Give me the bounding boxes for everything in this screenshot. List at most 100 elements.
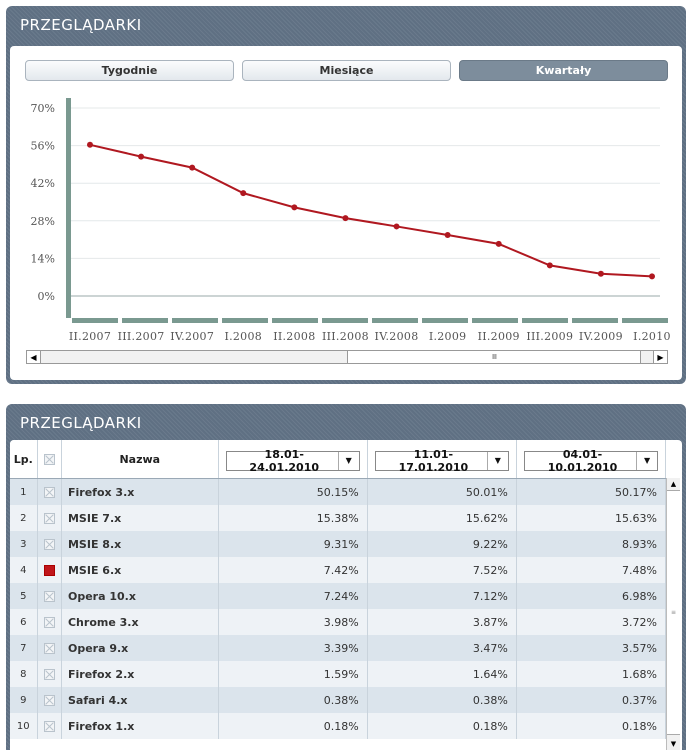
- row-select-cell[interactable]: [37, 557, 62, 583]
- share-period-1: 3.98%: [218, 609, 368, 635]
- period-dropdown-3-value: 04.01-10.01.2010: [547, 447, 618, 474]
- x-tick-label: III.2009: [526, 330, 573, 343]
- column-header-period-2[interactable]: 11.01-17.01.2010 ▼: [367, 440, 517, 479]
- unchecked-checkbox-icon[interactable]: [43, 487, 55, 498]
- x-tick-label: II.2007: [69, 330, 111, 343]
- unchecked-checkbox-icon[interactable]: [43, 643, 55, 654]
- unchecked-checkbox-icon[interactable]: [43, 591, 55, 602]
- row-select-cell[interactable]: [37, 531, 62, 557]
- share-period-3: 15.63%: [516, 505, 667, 531]
- y-tick-label: 56%: [31, 140, 55, 153]
- unchecked-checkbox-icon[interactable]: [43, 617, 55, 628]
- share-period-3: 0.37%: [516, 687, 667, 713]
- tab-miesiace[interactable]: Miesiące: [242, 60, 451, 81]
- x-tick-label: III.2007: [118, 330, 165, 343]
- unchecked-checkbox-icon[interactable]: [43, 513, 55, 524]
- row-number: 7: [10, 635, 38, 661]
- chevron-down-icon[interactable]: ▼: [636, 451, 657, 470]
- share-period-1: 7.42%: [218, 557, 368, 583]
- table-row[interactable]: 8 Firefox 2.x 1.59% 1.64% 1.68%: [10, 661, 667, 687]
- unchecked-checkbox-icon[interactable]: [43, 539, 55, 550]
- chart-horizontal-scrollbar[interactable]: ◀ IIII ▶: [26, 350, 668, 364]
- row-select-cell[interactable]: [37, 713, 62, 739]
- unchecked-checkbox-icon[interactable]: [43, 721, 55, 732]
- x-axis-segment: [122, 318, 168, 323]
- period-dropdown-2[interactable]: 11.01-17.01.2010 ▼: [374, 448, 509, 474]
- select-all-checkbox-icon[interactable]: [43, 454, 55, 465]
- browser-name: Opera 9.x: [61, 635, 219, 661]
- data-point: [444, 232, 451, 239]
- table-row[interactable]: 2 MSIE 7.x 15.38% 15.62% 15.63%: [10, 505, 667, 531]
- x-axis-segment: [72, 318, 118, 323]
- unchecked-checkbox-icon[interactable]: [43, 669, 55, 680]
- share-period-2: 0.38%: [367, 687, 517, 713]
- row-select-cell[interactable]: [37, 478, 62, 505]
- table-row[interactable]: 6 Chrome 3.x 3.98% 3.87% 3.72%: [10, 609, 667, 635]
- scroll-left-icon[interactable]: ◀: [27, 351, 41, 363]
- share-period-2: 9.22%: [367, 531, 517, 557]
- period-dropdown-1-value: 18.01-24.01.2010: [249, 447, 320, 474]
- table-row[interactable]: 1 Firefox 3.x 50.15% 50.01% 50.17%: [10, 478, 667, 505]
- row-select-cell[interactable]: [37, 505, 62, 531]
- tab-kwartaly[interactable]: Kwartały: [459, 60, 668, 81]
- row-select-cell[interactable]: [37, 583, 62, 609]
- row-select-cell[interactable]: [37, 635, 62, 661]
- share-period-2: 0.18%: [367, 713, 517, 739]
- table-row[interactable]: 3 MSIE 8.x 9.31% 9.22% 8.93%: [10, 531, 667, 557]
- table-vertical-scrollbar[interactable]: ▲ ≡ ▼: [666, 478, 680, 750]
- period-dropdown-3[interactable]: 04.01-10.01.2010 ▼: [523, 447, 658, 474]
- table-row[interactable]: 5 Opera 10.x 7.24% 7.12% 6.98%: [10, 583, 667, 609]
- column-header-lp[interactable]: Lp.: [10, 440, 38, 479]
- x-tick-label: IV.2007: [170, 330, 214, 343]
- table-panel: PRZEGLĄDARKI Lp. Nazwa 18.01-24.01.2010 ▼…: [6, 404, 686, 750]
- table-panel-title: PRZEGLĄDARKI: [20, 414, 142, 432]
- scrollbar-thumb[interactable]: ≡: [667, 490, 680, 735]
- column-header-period-1[interactable]: 18.01-24.01.2010 ▼: [218, 440, 368, 479]
- chart-panel: PRZEGLĄDARKI Tygodnie Miesiące Kwartały …: [6, 6, 686, 384]
- row-select-cell[interactable]: [37, 687, 62, 713]
- x-tick-label: I.2008: [224, 330, 262, 343]
- share-period-1: 9.31%: [218, 531, 368, 557]
- series-line: [89, 143, 653, 278]
- table-row[interactable]: 4 MSIE 6.x 7.42% 7.52% 7.48%: [10, 557, 667, 583]
- x-tick-label: I.2009: [429, 330, 467, 343]
- x-axis-segment: [422, 318, 468, 323]
- share-period-2: 7.12%: [367, 583, 517, 609]
- scroll-right-icon[interactable]: ▶: [653, 351, 667, 363]
- unchecked-checkbox-icon[interactable]: [43, 695, 55, 706]
- period-dropdown-1[interactable]: 18.01-24.01.2010 ▼: [225, 447, 360, 474]
- table-panel-body: Lp. Nazwa 18.01-24.01.2010 ▼ 11.01-17.01.…: [10, 440, 682, 750]
- column-header-name[interactable]: Nazwa: [61, 440, 219, 479]
- x-tick-label: IV.2008: [375, 330, 419, 343]
- share-period-1: 1.59%: [218, 661, 368, 687]
- table-row[interactable]: 9 Safari 4.x 0.38% 0.38% 0.37%: [10, 687, 667, 713]
- column-header-period-3[interactable]: 04.01-10.01.2010 ▼: [516, 440, 667, 479]
- share-period-3: 7.48%: [516, 557, 667, 583]
- chevron-down-icon[interactable]: ▼: [487, 451, 508, 470]
- scroll-up-icon[interactable]: ▲: [670, 480, 677, 488]
- x-axis-segment: [372, 318, 418, 323]
- data-point: [649, 273, 655, 280]
- row-number: 10: [10, 713, 38, 739]
- row-select-cell[interactable]: [37, 609, 62, 635]
- browser-name: MSIE 8.x: [61, 531, 219, 557]
- share-period-3: 6.98%: [516, 583, 667, 609]
- y-tick-label: 28%: [31, 215, 55, 228]
- data-point: [87, 141, 93, 148]
- scroll-down-icon[interactable]: ▼: [670, 740, 677, 748]
- tab-tygodnie[interactable]: Tygodnie: [25, 60, 234, 81]
- checked-checkbox-icon[interactable]: [43, 565, 55, 576]
- table-row[interactable]: 10 Firefox 1.x 0.18% 0.18% 0.18%: [10, 713, 667, 739]
- share-period-1: 3.39%: [218, 635, 368, 661]
- chevron-down-icon[interactable]: ▼: [337, 451, 359, 470]
- browser-name: Chrome 3.x: [61, 609, 219, 635]
- y-tick-label: 42%: [31, 177, 55, 190]
- x-tick-label: IV.2009: [579, 330, 623, 343]
- column-header-select[interactable]: [37, 440, 62, 479]
- line-chart: 0% 14% 28% 42% 56% 70% II.2007 III.2007 IV.2007 I…: [31, 98, 671, 343]
- row-select-cell[interactable]: [37, 661, 62, 687]
- scrollbar-thumb[interactable]: IIII: [347, 351, 641, 363]
- share-period-1: 15.38%: [218, 505, 368, 531]
- table-row[interactable]: 7 Opera 9.x 3.39% 3.47% 3.57%: [10, 635, 667, 661]
- data-point: [240, 190, 247, 197]
